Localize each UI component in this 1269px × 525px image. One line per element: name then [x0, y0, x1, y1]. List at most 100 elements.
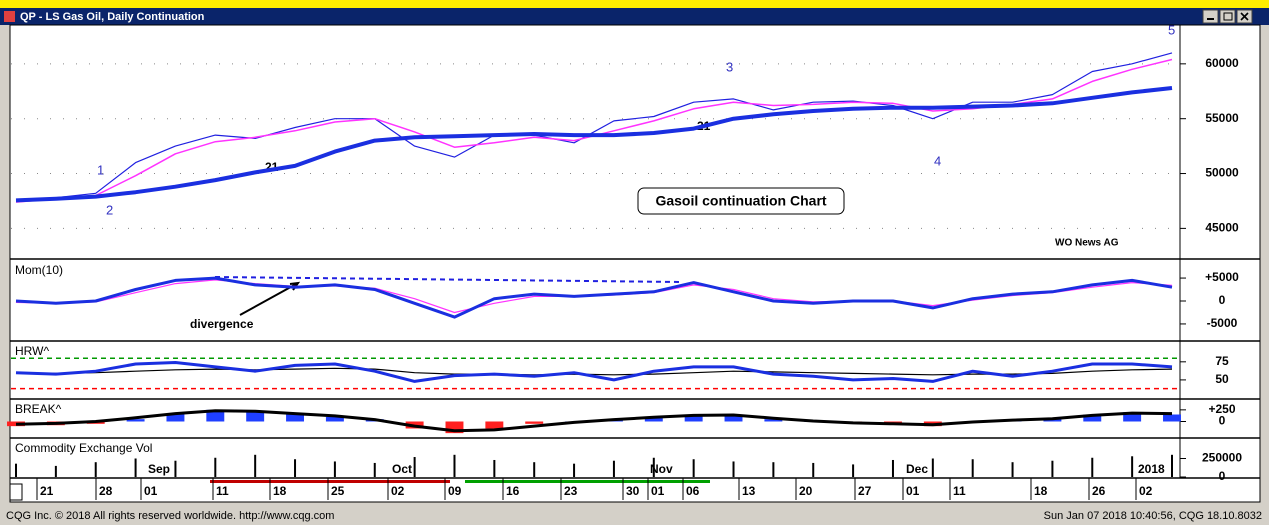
x-tick-label: 27	[858, 484, 872, 498]
y-tick-label: -5000	[1207, 316, 1238, 330]
bar	[533, 462, 536, 477]
bar	[1043, 419, 1062, 422]
month-label: Sep	[148, 462, 170, 476]
series-line	[15, 361, 1173, 383]
series-line	[15, 367, 1173, 376]
bar	[294, 459, 297, 477]
month-label: 2018	[1138, 462, 1165, 476]
x-tick-label: 09	[448, 484, 462, 498]
y-tick-label: 0	[1219, 293, 1226, 307]
bar	[174, 460, 177, 477]
x-tick-label: 20	[799, 484, 813, 498]
bar	[1131, 456, 1134, 477]
y-tick-label: 55000	[1205, 111, 1239, 125]
footer-right: Sun Jan 07 2018 10:40:56, CQG 18.10.8032	[1044, 510, 1262, 522]
bar	[684, 414, 703, 422]
bar	[852, 464, 855, 477]
bar	[971, 459, 974, 477]
wave-label: 1	[97, 162, 104, 177]
x-tick-label: 11	[216, 484, 229, 498]
panel-title: HRW^	[15, 344, 49, 358]
bar	[652, 457, 655, 477]
restore-button[interactable]	[1202, 9, 1219, 24]
bar	[206, 409, 225, 422]
x-tick-label: 01	[144, 484, 158, 498]
x-tick-label: 26	[1092, 484, 1106, 498]
month-label: Dec	[906, 462, 928, 476]
x-tick-label: 13	[742, 484, 756, 498]
bar	[812, 462, 815, 477]
annotation-box	[637, 187, 845, 215]
x-tick-label: 06	[686, 484, 700, 498]
x-tick-label: 18	[273, 484, 287, 498]
x-tick-label: 30	[626, 484, 640, 498]
x-tick-label: 02	[1139, 484, 1153, 498]
window-title: QP - LS Gas Oil, Daily Continuation	[20, 11, 205, 23]
bar	[15, 463, 17, 477]
annotation: divergence	[190, 317, 254, 331]
bar	[1011, 462, 1014, 477]
panel-title: Commodity Exchange Vol	[15, 441, 152, 455]
session-band	[465, 480, 710, 483]
y-tick-label: 250000	[1202, 451, 1242, 465]
x-tick-label: 23	[564, 484, 578, 498]
month-label: Oct	[392, 462, 412, 476]
panel-title: BREAK^	[15, 402, 62, 416]
y-tick-label: 60000	[1205, 56, 1239, 70]
bar	[246, 412, 265, 422]
bar	[525, 421, 544, 424]
y-tick-label: 45000	[1205, 221, 1239, 235]
bar	[134, 458, 137, 477]
x-tick-label: 18	[1034, 484, 1048, 498]
bar	[1091, 457, 1094, 477]
bar	[333, 461, 336, 477]
bar	[931, 458, 934, 477]
x-tick-label: 21	[40, 484, 54, 498]
bar	[413, 457, 416, 477]
panel-title: Mom(10)	[15, 263, 63, 277]
bar	[485, 421, 504, 429]
series-line	[15, 52, 1173, 202]
bar	[764, 419, 783, 422]
bar	[1171, 454, 1173, 477]
title-bar	[0, 8, 1269, 25]
bar	[612, 460, 615, 477]
x-tick-label: 01	[651, 484, 665, 498]
wave-label: 4	[934, 153, 941, 168]
y-tick-label: +250	[1208, 402, 1235, 416]
window-buttons[interactable]	[1202, 9, 1253, 24]
y-tick-label: 50	[1215, 372, 1229, 386]
bar	[286, 414, 305, 422]
bar	[373, 462, 376, 477]
bar	[724, 414, 743, 422]
y-tick-label: +5000	[1205, 270, 1239, 284]
bar	[445, 421, 464, 434]
wave-label: 5	[1168, 22, 1175, 37]
maximize-button[interactable]	[1219, 9, 1236, 24]
y-tick-label: 50000	[1205, 166, 1239, 180]
app-icon	[4, 11, 15, 22]
x-tick-label: 11	[953, 484, 966, 498]
bar	[254, 454, 257, 477]
bar	[126, 419, 145, 422]
bar	[166, 414, 185, 422]
bar	[453, 454, 456, 477]
bar	[214, 457, 217, 477]
divergence-line	[214, 276, 681, 283]
source: WO News AG	[1055, 238, 1119, 249]
bar	[54, 465, 57, 477]
y-tick-label: 75	[1215, 354, 1229, 368]
x-tick-label: 25	[331, 484, 345, 498]
bar	[692, 459, 695, 477]
bar	[573, 463, 576, 477]
bar	[1123, 412, 1142, 422]
x-tick-label: 01	[906, 484, 920, 498]
panel-borders	[10, 258, 1260, 479]
chart-area	[9, 24, 1261, 503]
bar	[1051, 460, 1054, 477]
footer-left: CQG Inc. © 2018 All rights reserved worl…	[6, 510, 334, 522]
scroll-box[interactable]	[9, 483, 23, 501]
wave-label: 2	[106, 202, 113, 217]
session-band	[210, 480, 450, 483]
